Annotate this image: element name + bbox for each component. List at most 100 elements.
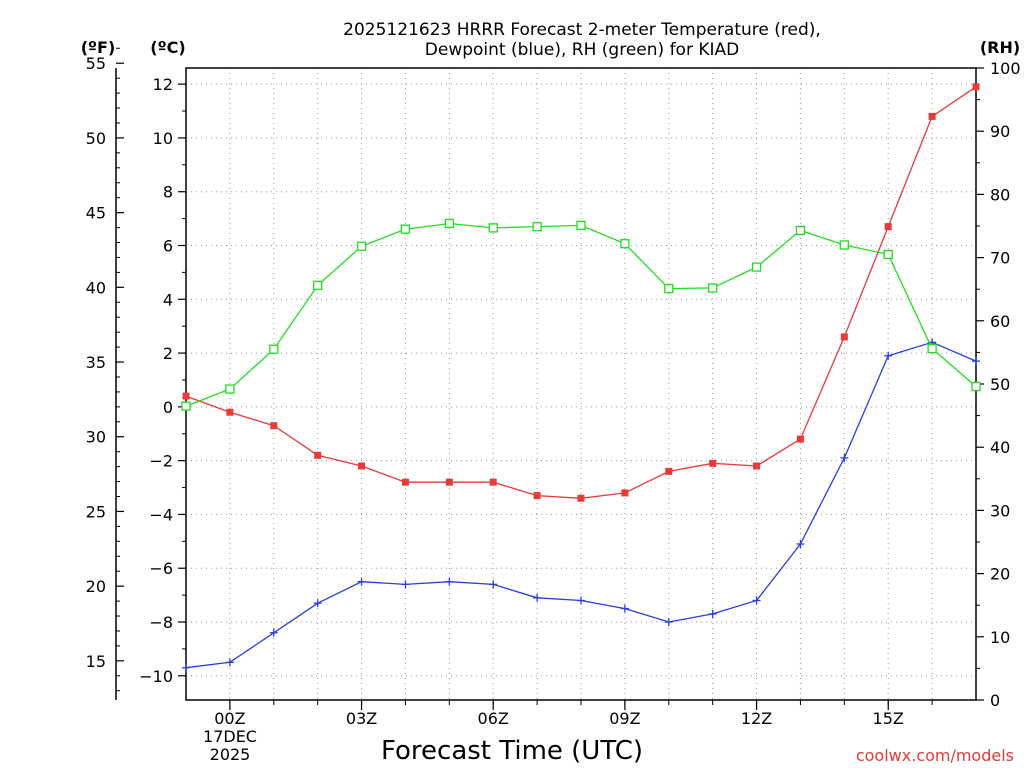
dewpoint-point [225,658,234,667]
temperature-point [445,478,453,486]
rh-point [620,239,630,249]
rh-tick-label: 40 [990,438,1010,457]
rh-tick-label: 80 [990,185,1010,204]
chart-title-line-1: 2025121623 HRRR Forecast 2-meter Tempera… [343,20,821,40]
rh-point [576,220,586,231]
date-label-year: 2025 [210,745,251,764]
celsius-tick-label: 12 [153,75,173,94]
chart-title-line-2: Dewpoint (blue), RH (green) for KIAD [425,40,739,60]
fahrenheit-tick-label: 35 [86,353,106,372]
rh-tick-label: 90 [990,122,1010,141]
series-layer [181,83,981,672]
fahrenheit-axis-unit: (ºF) [81,38,116,57]
temperature-point [401,478,409,486]
temperature-point [709,459,717,467]
dewpoint-point [269,628,278,637]
temperature-point [928,112,936,120]
rh-tick-label: 10 [990,628,1010,647]
rh-tick-label: 100 [990,59,1021,78]
temperature-point [489,478,497,486]
fahrenheit-tick-label: 25 [86,502,106,521]
fahrenheit-tick-label: 20 [86,577,106,596]
x-tick-label: 15Z [873,709,904,728]
rh-point [532,221,542,232]
x-tick-label: 06Z [478,709,509,728]
rh-point [883,249,893,260]
x-tick-label: 09Z [609,709,640,728]
temperature-point [621,489,629,497]
dewpoint-point [884,351,893,360]
rh-point [751,262,762,272]
dewpoint-point [182,663,190,672]
celsius-tick-label: −8 [149,613,173,632]
date-label-day: 17DEC [203,727,257,746]
temperature-point [840,333,848,341]
rh-tick-label: 0 [990,691,1000,710]
grid-lines [186,68,976,700]
dewpoint-point [796,540,805,549]
temperature-point [226,408,234,416]
temperature-point [358,462,366,470]
temperature-point [533,492,541,500]
rh-point [225,384,235,394]
axis-ticks: 00Z 03Z 06Z 09Z 12Z 15Z −10 −8 −6 −4 −2 0 2 4 6 8 10 12 15… [86,47,1021,728]
rh-point [927,343,937,354]
x-tick-label: 12Z [741,709,772,728]
fahrenheit-tick-label: 15 [86,652,106,671]
rh-axis-unit: (RH) [980,38,1020,57]
dewpoint-point [313,599,322,608]
rh-tick-label: 30 [990,501,1010,520]
x-axis-label: Forecast Time (UTC) [381,736,643,766]
celsius-tick-label: 4 [163,290,173,309]
x-tick-label: 03Z [346,709,377,728]
rh-point [356,241,367,251]
rh-point [269,344,279,354]
rh-point [708,283,718,293]
rh-point [181,401,191,411]
rh-point [664,283,674,294]
rh-tick-label: 70 [990,249,1010,268]
celsius-tick-label: 10 [153,129,173,148]
dewpoint-point [664,618,673,627]
temperature-point [270,422,278,430]
temperature-point [182,392,190,400]
dewpoint-point [401,580,410,589]
fahrenheit-tick-label: 40 [86,278,106,297]
celsius-tick-label: −4 [149,505,173,524]
dewpoint-point [708,609,717,618]
rh-point [795,225,806,236]
rh-point [971,381,981,392]
temperature-point [314,451,322,459]
celsius-tick-label: −6 [149,559,173,578]
fahrenheit-tick-label: 45 [86,204,106,223]
celsius-tick-label: 6 [163,236,173,255]
rh-tick-label: 50 [990,375,1010,394]
credit-text[interactable]: coolwx.com/models [856,746,1014,765]
rh-point [313,280,323,291]
dewpoint-point [972,357,980,366]
x-tick-label: 00Z [214,709,245,728]
celsius-tick-label: 0 [163,398,173,417]
temperature-point [577,494,585,502]
dewpoint-point [489,580,498,589]
fahrenheit-tick-label: 50 [86,129,106,148]
celsius-tick-label: 2 [163,344,173,363]
rh-point [488,223,498,233]
dewpoint-point [752,596,761,605]
dewpoint-point [577,596,585,605]
temperature-point [972,83,980,91]
rh-tick-label: 60 [990,312,1010,331]
rh-point [839,240,849,250]
temperature-point [796,435,804,443]
dewpoint-point [840,453,849,462]
celsius-tick-label: −10 [139,667,173,686]
rh-point [400,224,411,234]
temperature-point [753,462,761,470]
fahrenheit-tick-label: 55 [86,54,106,73]
temperature-point [884,223,892,231]
rh-point [444,218,454,229]
celsius-tick-label: −2 [149,452,173,471]
dewpoint-point [533,593,542,602]
celsius-axis-unit: (ºC) [150,38,185,57]
